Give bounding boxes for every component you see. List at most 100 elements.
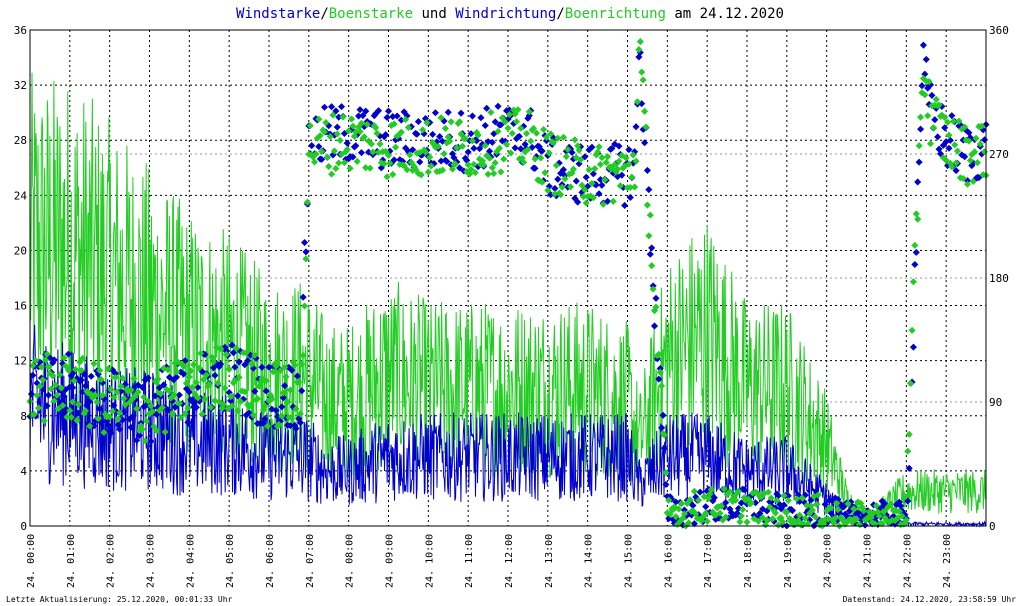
direction-point: [393, 112, 401, 120]
direction-point: [905, 430, 913, 438]
direction-point: [107, 386, 115, 394]
direction-point: [288, 366, 296, 374]
title-part-3: und: [413, 6, 455, 22]
direction-point: [320, 103, 329, 111]
direction-point: [268, 395, 276, 403]
direction-point: [269, 368, 277, 376]
direction-point: [660, 431, 669, 439]
direction-point: [182, 379, 190, 387]
direction-point: [726, 488, 734, 496]
x-tick-label: 24. 06:00: [265, 534, 276, 588]
direction-point: [763, 516, 771, 524]
direction-point: [470, 160, 478, 168]
direction-point: [301, 302, 309, 310]
direction-point: [751, 499, 760, 507]
direction-point: [686, 496, 694, 504]
direction-point: [456, 118, 464, 126]
direction-point: [470, 144, 478, 152]
direction-point: [504, 124, 512, 132]
direction-point: [185, 373, 193, 381]
direction-point: [299, 293, 307, 301]
direction-point: [909, 343, 917, 351]
direction-point: [175, 399, 183, 407]
direction-point: [501, 118, 509, 126]
direction-point: [589, 170, 597, 178]
direction-point: [120, 394, 128, 403]
title-part-7: am 24.12.2020: [666, 6, 784, 22]
x-tick-label: 24. 11:00: [464, 534, 475, 588]
direction-point: [373, 129, 381, 137]
direction-point: [740, 486, 748, 494]
direction-point: [363, 120, 371, 128]
direction-point: [508, 129, 516, 137]
direction-point: [702, 503, 710, 511]
direction-point: [276, 367, 284, 375]
direction-point: [902, 516, 910, 524]
direction-point: [558, 183, 566, 191]
direction-point: [447, 118, 455, 126]
y-right-tick-label: 0: [989, 520, 996, 533]
direction-point: [929, 124, 937, 132]
direction-point: [554, 134, 562, 142]
direction-point: [602, 158, 610, 166]
direction-point: [861, 521, 869, 529]
direction-point: [572, 177, 580, 185]
x-tick-label: 24. 02:00: [106, 534, 117, 588]
direction-point: [384, 107, 393, 115]
direction-point: [104, 421, 112, 429]
x-tick-label: 24. 13:00: [544, 534, 555, 588]
direction-point: [824, 515, 832, 523]
direction-point: [481, 142, 489, 150]
y-left-tick-label: 4: [20, 465, 27, 478]
direction-point: [251, 387, 259, 395]
direction-point: [952, 159, 960, 167]
title-part-2: Boenstarke: [329, 6, 413, 22]
direction-point: [443, 157, 451, 165]
direction-point: [850, 505, 858, 513]
direction-point: [598, 181, 606, 189]
direction-point: [784, 492, 792, 500]
direction-point: [860, 507, 868, 515]
direction-point: [538, 147, 546, 155]
direction-point: [904, 497, 912, 505]
direction-point: [375, 148, 383, 156]
y-right-tick-label: 180: [989, 272, 1009, 285]
direction-point: [626, 193, 634, 201]
direction-point: [343, 145, 351, 153]
direction-point: [272, 406, 280, 415]
direction-point: [110, 393, 118, 401]
direction-point: [771, 509, 780, 517]
direction-point: [234, 392, 242, 400]
direction-point: [562, 153, 570, 161]
direction-point: [214, 379, 222, 387]
direction-point: [474, 131, 482, 139]
direction-point: [948, 112, 956, 120]
direction-point: [232, 344, 240, 352]
direction-point: [844, 500, 852, 508]
x-tick-label: 24. 04:00: [185, 534, 196, 588]
direction-point: [754, 517, 762, 525]
x-tick-label: 24. 23:00: [942, 534, 953, 588]
direction-point: [689, 501, 697, 510]
direction-point: [279, 394, 287, 402]
direction-point: [625, 146, 633, 154]
direction-point: [431, 109, 439, 117]
direction-point: [90, 422, 98, 430]
direction-point: [909, 278, 917, 286]
direction-point: [345, 127, 353, 135]
direction-point: [210, 358, 218, 366]
direction-point: [414, 118, 422, 126]
direction-point: [171, 403, 179, 411]
direction-point: [912, 210, 920, 218]
y-left-tick-label: 0: [20, 520, 27, 533]
direction-point: [440, 150, 448, 158]
direction-point: [946, 136, 954, 144]
direction-point: [468, 112, 476, 120]
direction-point: [973, 159, 982, 167]
direction-point: [621, 201, 629, 209]
direction-point: [217, 345, 225, 353]
direction-point: [656, 368, 664, 376]
direction-point: [912, 248, 920, 256]
direction-point: [803, 502, 811, 510]
direction-point: [898, 512, 906, 520]
